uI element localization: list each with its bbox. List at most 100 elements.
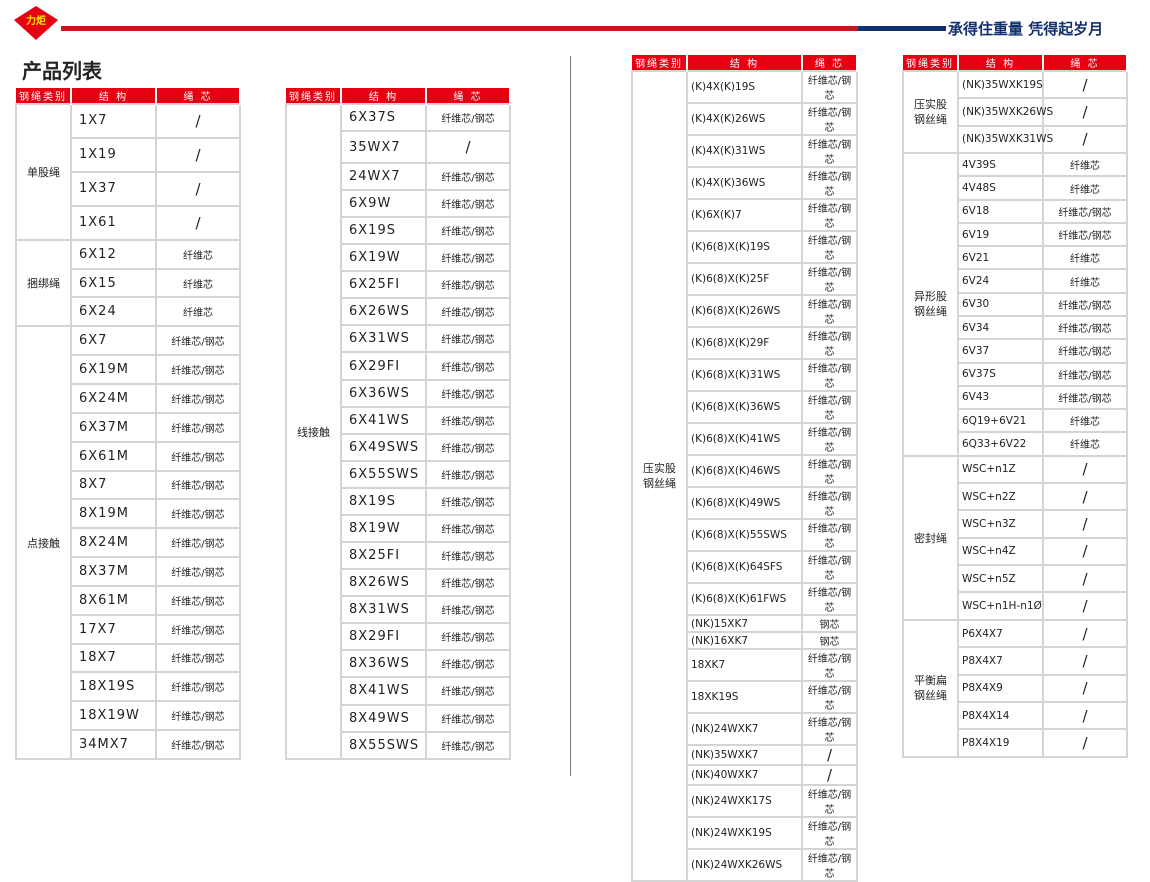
structure-cell: 8X37M <box>70 556 157 587</box>
structure-cell: WSC+n2Z <box>957 481 1044 512</box>
core-cell: 纤维芯 <box>1042 408 1128 434</box>
table-row: 8X49WS 纤维芯/钢芯 <box>286 703 511 733</box>
table-row: 6Q33+6V22 纤维芯 <box>903 431 1128 457</box>
header-blue-rule <box>858 26 946 31</box>
structure-cell: (NK)35WXK31WS <box>957 124 1053 155</box>
table-row: 6X15 纤维芯 <box>16 267 241 299</box>
table-row: 8X25FI 纤维芯/钢芯 <box>286 541 511 571</box>
table-row: 压实股钢丝绳 (K)4X(K)19S 纤维芯/钢芯 <box>631 70 858 882</box>
structure-cell: 8X61M <box>70 584 157 616</box>
table-row: 6V18 纤维芯/钢芯 <box>903 198 1128 224</box>
table-row: 34MX7 纤维芯/钢芯 <box>16 729 241 760</box>
core-cell: 纤维芯 <box>1042 152 1128 178</box>
core-cell: 纤维芯/钢芯 <box>801 648 858 682</box>
table-row: 6V34 纤维芯/钢芯 <box>903 314 1128 341</box>
core-cell: / <box>1042 97 1128 127</box>
category-cell: 压实股钢丝绳 <box>631 70 688 882</box>
table-row: 平衡扁钢丝绳 P6X4X7/ <box>902 618 1128 759</box>
table-row: (NK)15XK7 钢芯 <box>632 614 858 633</box>
core-cell: 纤维芯/钢芯 <box>425 676 511 706</box>
structure-cell: (K)6(8)X(K)36WS <box>686 390 803 424</box>
core-cell: 纤维芯 <box>155 238 241 270</box>
core-cell: 纤维芯 <box>1042 245 1128 271</box>
structure-cell: (NK)24WXK17S <box>686 784 803 818</box>
table-row: 8X41WS 纤维芯/钢芯 <box>286 676 511 706</box>
product-table-2: 钢绳类别结 构绳 芯线接触 6X37S 纤维芯/钢芯 35WX7/24WX7 纤维芯/钢… <box>285 88 511 761</box>
table-row: 6X26WS 纤维芯/钢芯 <box>286 297 511 327</box>
core-cell: 纤维芯/钢芯 <box>155 325 241 357</box>
core-cell: 纤维芯/钢芯 <box>801 262 858 296</box>
table-row: 6X49SWS 纤维芯/钢芯 <box>286 432 511 462</box>
structure-cell: 6X37S <box>340 102 427 133</box>
column-divider <box>570 56 571 776</box>
table-row: 6V43 纤维芯/钢芯 <box>903 384 1128 411</box>
table-row: 18XK19S 纤维芯/钢芯 <box>632 680 858 714</box>
structure-cell: WSC+n5Z <box>957 564 1044 594</box>
structure-cell: 6X7 <box>70 325 157 357</box>
core-cell: 纤维芯/钢芯 <box>1042 221 1128 248</box>
structure-cell: 6X49SWS <box>340 432 427 462</box>
core-cell: / <box>1042 646 1128 676</box>
core-cell: 纤维芯/钢芯 <box>425 649 511 679</box>
table-row: 6X24M 纤维芯/钢芯 <box>16 382 241 414</box>
structure-cell: WSC+n4Z <box>957 536 1044 567</box>
core-cell: 纤维芯 <box>1042 431 1128 457</box>
core-cell: 纤维芯/钢芯 <box>155 527 241 559</box>
core-cell: 纤维芯/钢芯 <box>425 432 511 462</box>
structure-cell: 6X31WS <box>340 324 427 354</box>
table-row: 6X19S 纤维芯/钢芯 <box>286 216 511 246</box>
table-row: 6X61M 纤维芯/钢芯 <box>16 440 241 472</box>
column-header: 绳 芯 <box>156 88 241 104</box>
table-row: (NK)35WXK31WS / <box>903 124 1128 155</box>
table-row: 8X31WS 纤维芯/钢芯 <box>286 595 511 625</box>
core-cell: 纤维芯/钢芯 <box>1042 314 1128 341</box>
structure-cell: 1X61 <box>70 204 157 241</box>
table-row: (K)4X(K)36WS 纤维芯/钢芯 <box>632 166 858 200</box>
table-row: 8X19W 纤维芯/钢芯 <box>286 513 511 544</box>
core-cell: / <box>1042 673 1128 703</box>
core-cell: 纤维芯/钢芯 <box>425 459 511 489</box>
column-header: 钢绳类别 <box>903 55 959 71</box>
table-row: 18XK7 纤维芯/钢芯 <box>632 648 858 682</box>
core-cell: 纤维芯/钢芯 <box>155 498 241 530</box>
core-cell: 纤维芯/钢芯 <box>425 216 511 246</box>
core-cell: 纤维芯/钢芯 <box>155 642 241 674</box>
structure-cell: (K)4X(K)36WS <box>686 166 803 200</box>
structure-cell: 4V39S <box>957 152 1044 178</box>
structure-cell: 8X31WS <box>340 595 427 625</box>
table-row: 18X7 纤维芯/钢芯 <box>16 642 241 674</box>
structure-cell: 6X61M <box>70 440 157 472</box>
core-cell: 纤维芯/钢芯 <box>801 454 858 488</box>
structure-cell: P6X4X7 <box>957 618 1044 649</box>
table-row: P8X4X19/ <box>903 728 1128 758</box>
core-cell: 纤维芯/钢芯 <box>155 671 241 703</box>
table-row: 18X19W 纤维芯/钢芯 <box>16 700 241 732</box>
structure-cell: (K)6(8)X(K)55SWS <box>686 518 803 552</box>
structure-cell: (NK)35WXK26WS <box>957 97 1053 127</box>
core-cell: 纤维芯/钢芯 <box>801 784 858 818</box>
core-cell: 纤维芯/钢芯 <box>801 358 858 392</box>
structure-cell: 18X19W <box>70 700 157 732</box>
core-cell: / <box>1042 591 1128 621</box>
core-cell: 纤维芯/钢芯 <box>155 584 241 616</box>
core-cell: 纤维芯/钢芯 <box>425 622 511 652</box>
table-row: WSC+n1H-n1Ø / <box>903 591 1128 621</box>
structure-cell: 18XK7 <box>686 648 803 682</box>
structure-cell: 6X37M <box>70 411 157 443</box>
table-row: 6V19 纤维芯/钢芯 <box>903 221 1128 248</box>
structure-cell: (NK)16XK7 <box>686 631 803 650</box>
core-cell: / <box>801 744 858 766</box>
table-row: 4V48S 纤维芯 <box>903 175 1128 201</box>
structure-cell: 6X9W <box>340 189 427 219</box>
structure-cell: 1X7 <box>70 103 157 139</box>
table-row: 单股绳 1X7/ <box>15 103 241 241</box>
structure-cell: 8X26WS <box>340 568 427 598</box>
core-cell: 纤维芯 <box>1042 268 1128 294</box>
structure-cell: 8X24M <box>70 527 157 559</box>
core-cell: / <box>1042 536 1128 567</box>
table-row: 8X61M 纤维芯/钢芯 <box>16 584 241 616</box>
core-cell: 纤维芯/钢芯 <box>155 556 241 587</box>
table-row: (K)6(8)X(K)19S 纤维芯/钢芯 <box>632 230 858 264</box>
structure-cell: 6X19W <box>340 243 427 273</box>
structure-cell: 17X7 <box>70 613 157 645</box>
